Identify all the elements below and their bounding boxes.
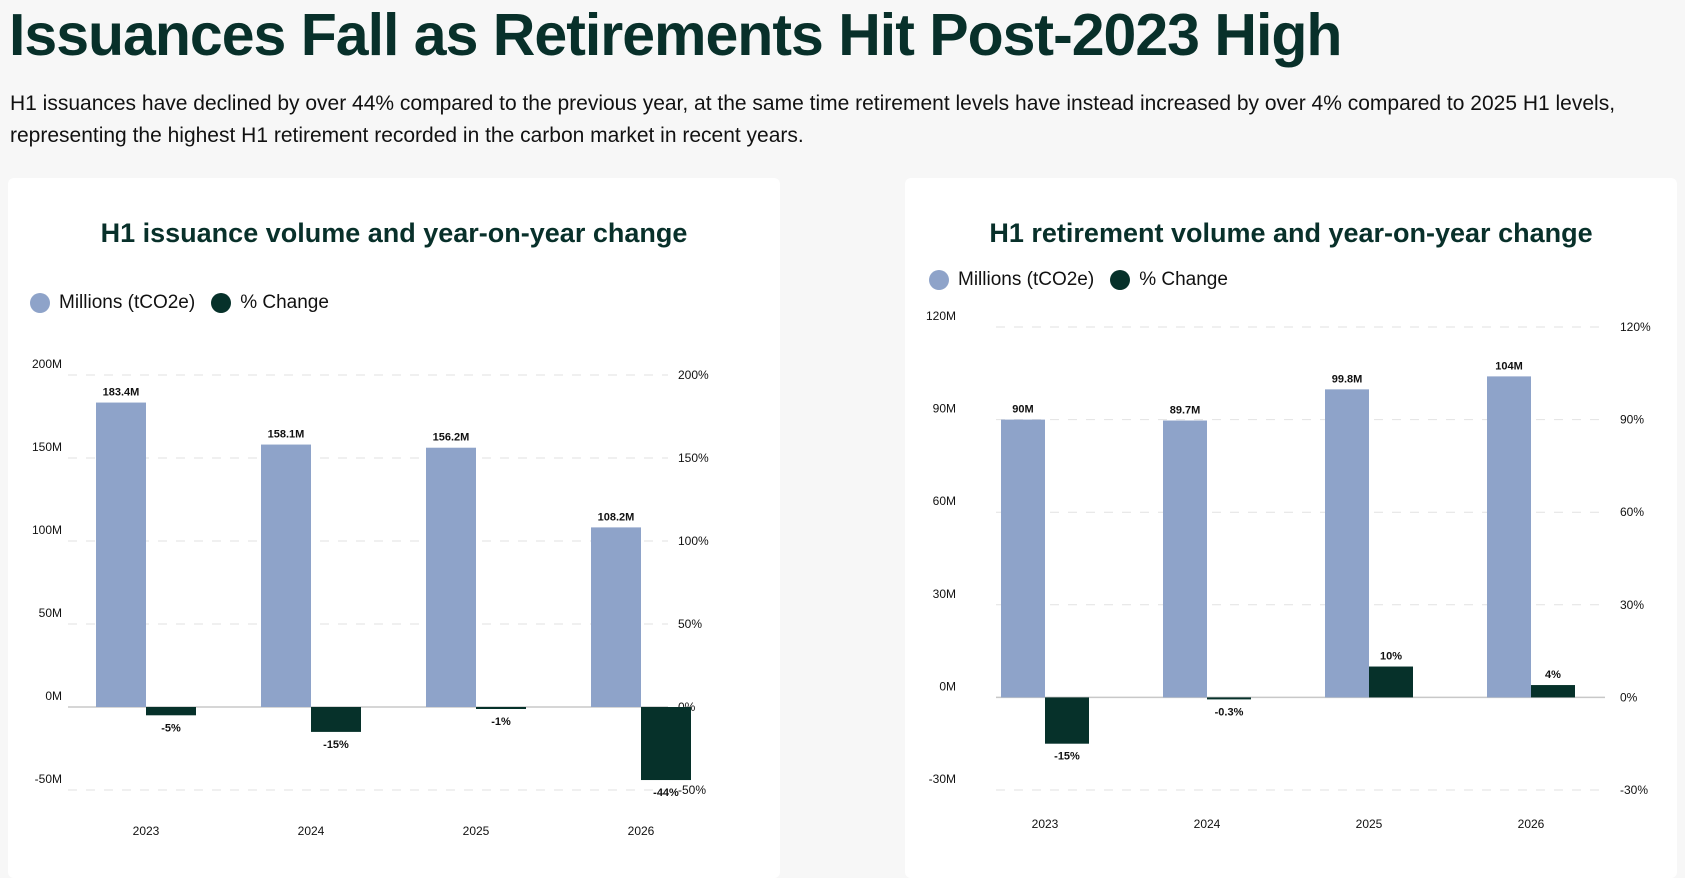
change-swatch-icon xyxy=(211,293,232,313)
y-right-tick-label: -30% xyxy=(1620,783,1648,797)
y-left-tick-label: 90M xyxy=(933,402,956,416)
x-category-label: 2025 xyxy=(1356,817,1383,831)
y-right-tick-label: 120% xyxy=(1620,320,1651,334)
change-bar xyxy=(146,707,196,716)
volume-swatch-icon xyxy=(929,270,949,290)
retirement-legend: Millions (tCO2e) % Change xyxy=(929,269,1234,291)
y-left-tick-label: 0M xyxy=(939,679,956,693)
y-right-tick-label: 60% xyxy=(1620,505,1644,519)
y-right-tick-label: 200% xyxy=(678,368,709,382)
change-bar xyxy=(1045,697,1089,744)
change-data-label: -44% xyxy=(653,787,679,799)
legend-label-change: % Change xyxy=(240,292,329,313)
change-bar xyxy=(1369,666,1413,698)
issuance-chart-plot: -50M0M50M100M150M200M-50%0%50%100%150%20… xyxy=(32,357,709,838)
y-right-tick-label: 50% xyxy=(678,617,702,631)
legend-label-volume: Millions (tCO2e) xyxy=(59,292,196,313)
change-data-label: -15% xyxy=(323,739,349,751)
legend-item-volume[interactable]: Millions (tCO2e) xyxy=(929,269,1094,291)
change-bar xyxy=(641,707,691,781)
change-data-label: -0.3% xyxy=(1215,706,1244,718)
y-right-tick-label: 0% xyxy=(1620,690,1638,704)
y-right-tick-label: -50% xyxy=(678,783,706,797)
y-left-tick-label: 60M xyxy=(933,494,956,508)
y-left-tick-label: 50M xyxy=(39,606,62,620)
x-category-label: 2026 xyxy=(628,824,655,838)
change-data-label: -5% xyxy=(161,722,181,734)
x-category-label: 2024 xyxy=(1194,817,1221,831)
x-category-label: 2023 xyxy=(1032,817,1059,831)
y-left-tick-label: 120M xyxy=(926,309,956,323)
change-bar xyxy=(1531,685,1575,698)
page-subtitle: H1 issuances have declined by over 44% c… xyxy=(10,92,1616,147)
change-data-label: 10% xyxy=(1380,651,1402,663)
retirement-chart-title: H1 retirement volume and year-on-year ch… xyxy=(989,218,1593,248)
page-headline: Issuances Fall as Retirements Hit Post-2… xyxy=(9,2,1342,68)
issuance-legend: Millions (tCO2e) % Change xyxy=(30,292,335,314)
volume-bar xyxy=(1001,419,1045,698)
y-left-tick-label: 150M xyxy=(32,440,62,454)
volume-bar xyxy=(1163,420,1207,698)
issuance-chart-card: H1 issuance volume and year-on-year chan… xyxy=(8,178,780,878)
change-data-label: 4% xyxy=(1545,669,1561,681)
volume-data-label: 89.7M xyxy=(1170,405,1201,417)
change-swatch-icon xyxy=(1110,270,1131,290)
volume-data-label: 156.2M xyxy=(433,432,470,444)
volume-data-label: 90M xyxy=(1012,404,1033,416)
volume-bar xyxy=(1325,389,1369,698)
volume-swatch-icon xyxy=(30,293,50,313)
y-left-tick-label: -50M xyxy=(35,772,62,786)
legend-item-change[interactable]: % Change xyxy=(1110,269,1228,291)
y-right-tick-label: 30% xyxy=(1620,598,1644,612)
change-data-label: -1% xyxy=(491,716,511,728)
y-left-tick-label: 30M xyxy=(933,587,956,601)
x-category-label: 2025 xyxy=(463,824,490,838)
x-category-label: 2026 xyxy=(1518,817,1545,831)
change-bar xyxy=(1207,697,1251,700)
y-left-tick-label: 200M xyxy=(32,357,62,371)
y-right-tick-label: 90% xyxy=(1620,413,1644,427)
issuance-chart-title: H1 issuance volume and year-on-year chan… xyxy=(100,218,688,248)
y-right-tick-label: 150% xyxy=(678,451,709,465)
y-left-tick-label: 0M xyxy=(45,689,62,703)
legend-label-volume: Millions (tCO2e) xyxy=(958,269,1095,290)
change-bar xyxy=(476,707,526,709)
volume-bar xyxy=(96,402,146,707)
change-bar xyxy=(311,707,361,732)
volume-data-label: 104M xyxy=(1495,360,1523,372)
volume-data-label: 158.1M xyxy=(268,429,305,441)
volume-bar xyxy=(591,527,641,707)
x-category-label: 2024 xyxy=(298,824,325,838)
volume-data-label: 183.4M xyxy=(103,387,140,399)
y-right-tick-label: 100% xyxy=(678,534,709,548)
retirement-chart-card: H1 retirement volume and year-on-year ch… xyxy=(905,178,1677,878)
volume-data-label: 99.8M xyxy=(1332,373,1363,385)
volume-bar xyxy=(1487,376,1531,698)
y-left-tick-label: 100M xyxy=(32,523,62,537)
x-category-label: 2023 xyxy=(133,824,160,838)
volume-bar xyxy=(261,444,311,707)
volume-data-label: 108.2M xyxy=(598,511,635,523)
volume-bar xyxy=(426,447,476,707)
legend-item-volume[interactable]: Millions (tCO2e) xyxy=(30,292,195,314)
legend-label-change: % Change xyxy=(1139,269,1228,290)
y-left-tick-label: -30M xyxy=(929,772,956,786)
change-data-label: -15% xyxy=(1054,751,1080,763)
legend-item-change[interactable]: % Change xyxy=(211,292,329,314)
retirement-chart-plot: -30M 0M 30M 60M 90M 120M -30% 0% 30% 60% 90% 120% 90… xyxy=(926,309,1651,831)
